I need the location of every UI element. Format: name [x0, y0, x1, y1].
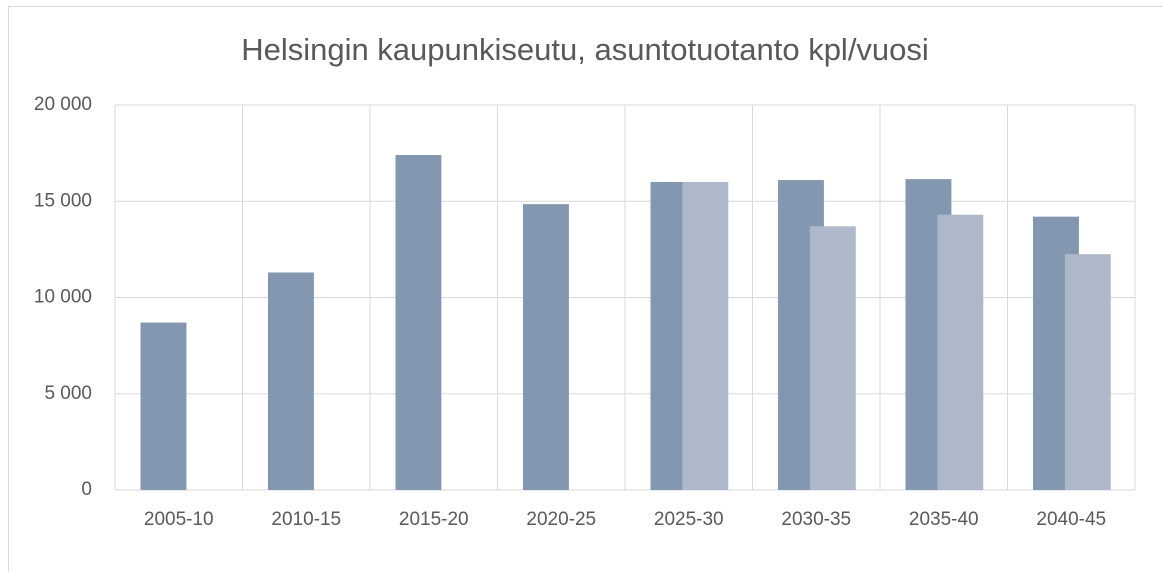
x-tick-label: 2015-20 — [399, 509, 469, 530]
bar — [937, 214, 984, 490]
x-tick-label: 2035-40 — [909, 509, 979, 530]
x-tick-label: 2010-15 — [271, 509, 341, 530]
chart-frame — [8, 6, 1163, 572]
bar — [395, 155, 442, 491]
bar — [523, 204, 569, 490]
bar — [140, 322, 187, 490]
x-tick-label: 2040-45 — [1036, 509, 1106, 530]
bar — [682, 182, 729, 490]
x-tick-label: 2020-25 — [526, 509, 596, 530]
y-tick-label: 0 — [81, 479, 92, 500]
x-tick-label: 2030-35 — [781, 509, 851, 530]
x-tick-label: 2005-10 — [144, 509, 214, 530]
y-tick-label: 5 000 — [44, 383, 92, 404]
x-tick-label: 2025-30 — [654, 509, 724, 530]
chart-title: Helsingin kaupunkiseutu, asuntotuotanto … — [241, 32, 929, 67]
y-tick-label: 10 000 — [34, 287, 92, 308]
y-tick-label: 20 000 — [34, 94, 92, 115]
y-tick-label: 15 000 — [34, 190, 92, 211]
bar — [809, 226, 856, 490]
bar — [268, 272, 314, 490]
bar — [1064, 254, 1111, 490]
